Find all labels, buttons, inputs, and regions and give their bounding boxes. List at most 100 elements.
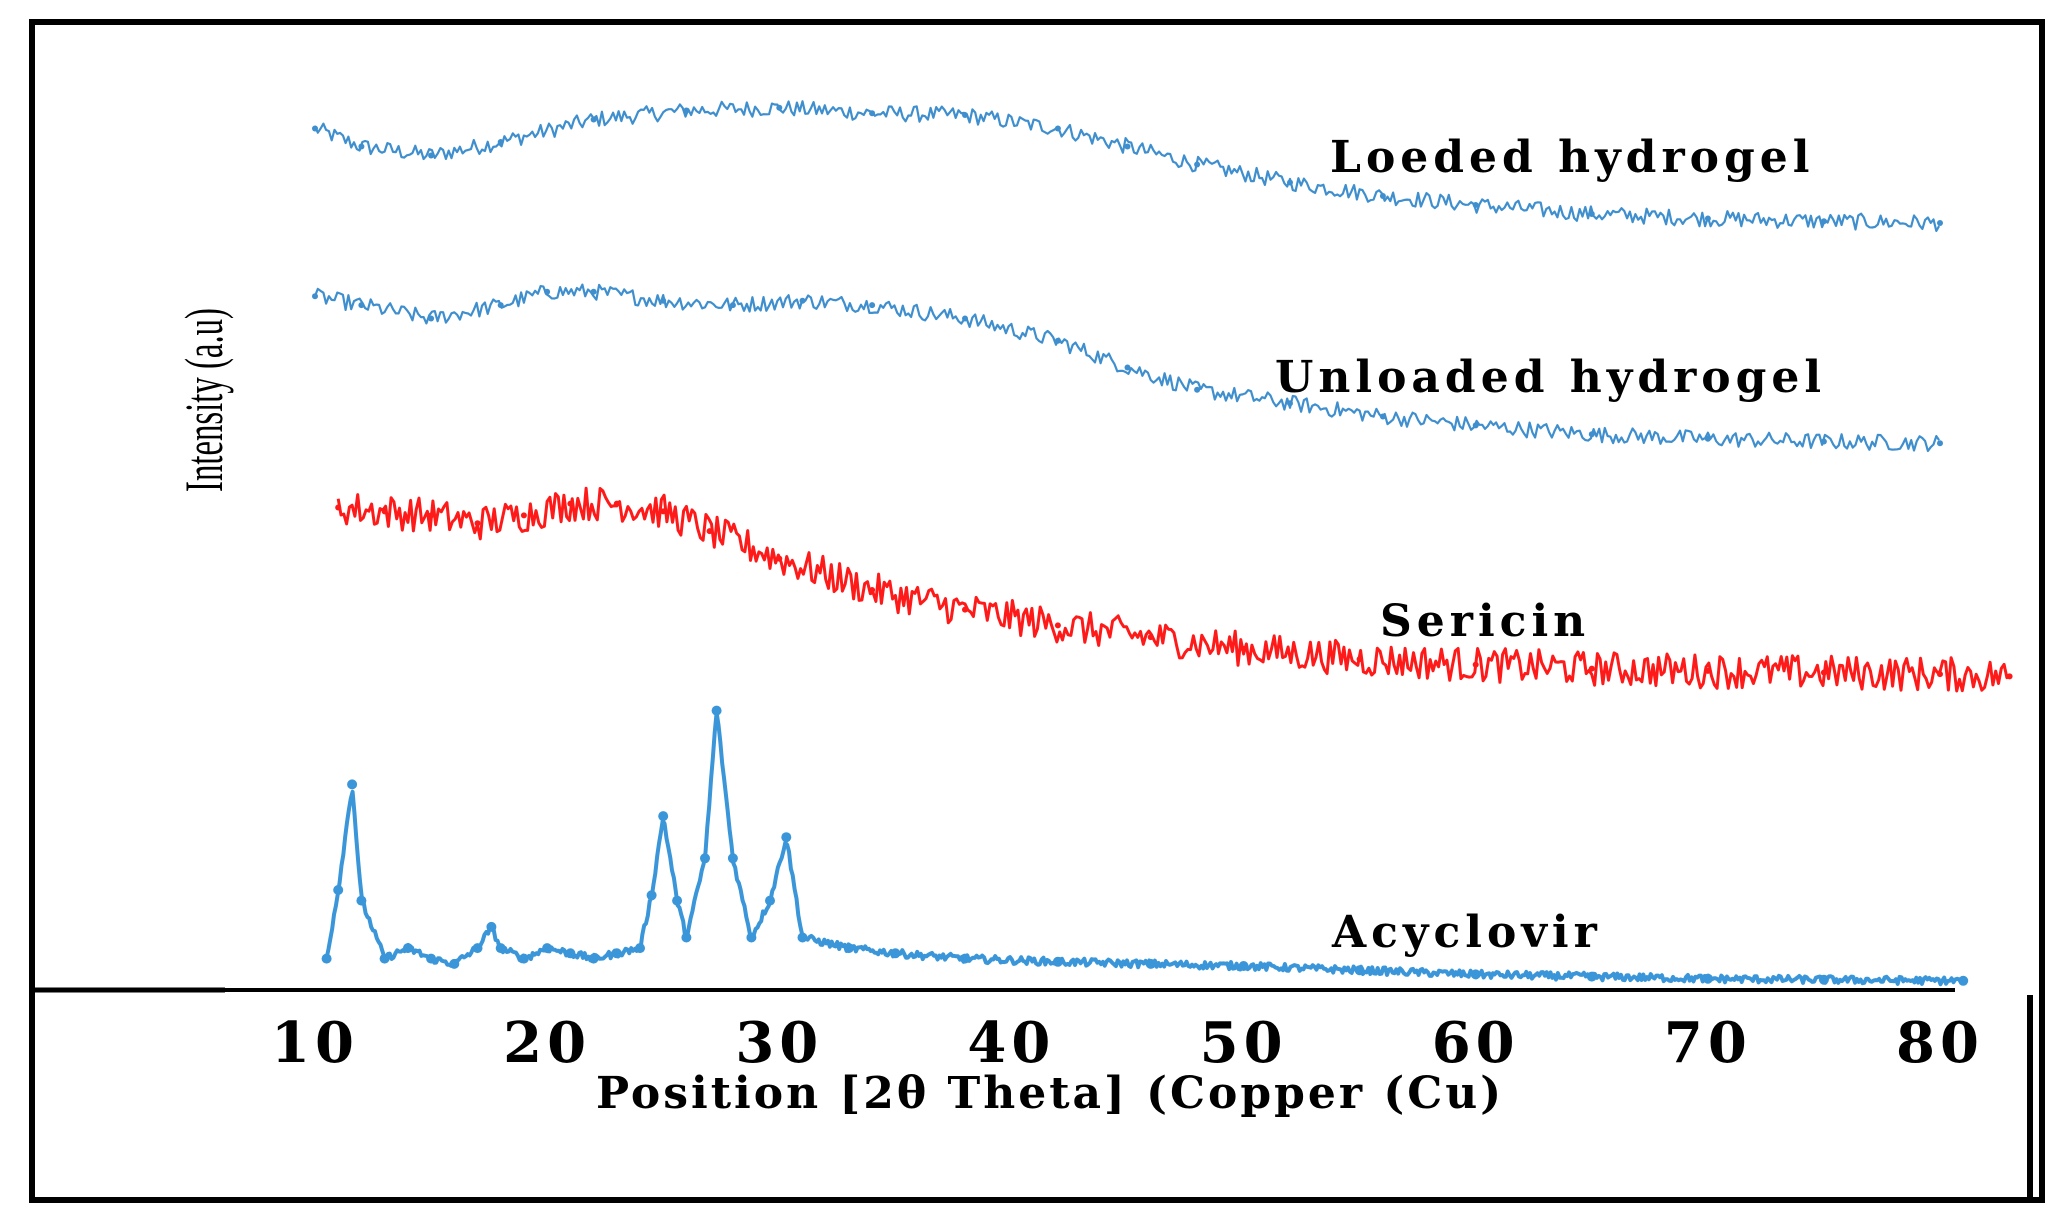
x-tick-labels: 10 20 30 40 50 60 70 80 [271,1010,1984,1076]
data-point [1238,961,1249,971]
data-point [635,943,645,954]
series-layer [312,100,2013,987]
data-point [611,948,622,959]
data-point [379,953,390,964]
series-label-acyclovir: Acyclovir [1331,907,1602,958]
data-point [428,152,435,159]
data-point [1820,218,1827,225]
data-point [1287,400,1293,407]
data-point [495,943,506,954]
data-point [312,125,318,132]
data-point [799,297,806,304]
data-point [1704,667,1711,674]
data-point [869,110,876,117]
data-point [681,932,692,943]
data-point [1472,661,1479,668]
x-tick-label: 80 [1896,1010,1984,1076]
series-label-unloaded-hydrogel: Unloaded hydrogel [1275,352,1826,403]
series-line [336,486,2011,693]
data-point [590,116,597,123]
data-point [1470,969,1481,980]
data-point [1820,669,1827,676]
data-point [426,953,437,964]
data-point [1379,413,1386,420]
data-point [658,811,669,822]
data-point [590,288,597,295]
data-point [890,948,901,959]
data-point [2006,673,2013,680]
data-point [1588,665,1595,672]
data-point [347,779,358,790]
x-axis-label: Position [2θ Theta] (Copper (Cu) [596,1068,1504,1119]
series-line [313,283,1941,453]
data-point [449,958,460,969]
data-point [869,587,876,593]
data-point [1704,215,1711,222]
data-point [544,288,551,295]
series-label-sericin: Sericin [1380,596,1590,647]
data-point [1194,161,1201,168]
data-point [869,302,876,309]
data-point [962,112,968,118]
data-point [962,315,968,322]
data-point [1472,422,1479,429]
data-point [683,107,690,114]
data-point [486,921,497,932]
data-point [797,932,808,943]
data-point [1379,193,1386,199]
y-axis-label: Intensity (a.u) [174,308,234,492]
data-point [781,832,792,843]
series-line [313,100,1941,232]
x-tick-label: 10 [271,1010,359,1076]
data-point [727,853,738,864]
data-point [1704,435,1711,442]
data-point [765,895,775,906]
data-point [518,953,529,964]
data-point [646,890,657,901]
data-point [843,943,854,954]
data-point [542,943,553,954]
x-tick-label: 40 [967,1010,1055,1076]
data-point [672,895,683,906]
data-point [746,932,757,943]
data-point [711,705,722,716]
data-point [1586,971,1597,982]
data-point [1937,671,1943,678]
data-point [356,895,367,906]
data-point [1937,440,1943,447]
data-point [428,315,435,322]
data-point [660,297,667,304]
data-point [776,555,783,562]
data-point [1820,438,1827,445]
data-point [588,953,599,964]
data-point [1818,974,1829,985]
data-point [1052,956,1063,967]
data-point [335,504,342,511]
data-point [1145,958,1156,969]
data-point [333,885,344,895]
series-acyclovir [321,705,1969,987]
x-tick-label: 70 [1664,1010,1752,1076]
data-point [1356,656,1363,663]
data-point [706,528,713,535]
data-point [497,302,504,309]
data-point [402,943,413,954]
data-point [428,512,435,519]
x-tick-label: 20 [503,1010,591,1076]
data-point [729,302,736,309]
data-point [1702,973,1713,984]
x-tick-label: 50 [1200,1010,1288,1076]
data-point [1054,125,1061,132]
data-point [1472,202,1479,208]
data-point [1124,364,1131,371]
data-point [1147,634,1154,641]
data-point [1958,975,1969,986]
series-sericin [335,486,2013,693]
data-point [1240,645,1247,652]
data-point [358,302,365,309]
data-point [776,104,783,111]
data-point [497,139,504,145]
data-point [960,953,970,964]
data-point [660,508,667,515]
